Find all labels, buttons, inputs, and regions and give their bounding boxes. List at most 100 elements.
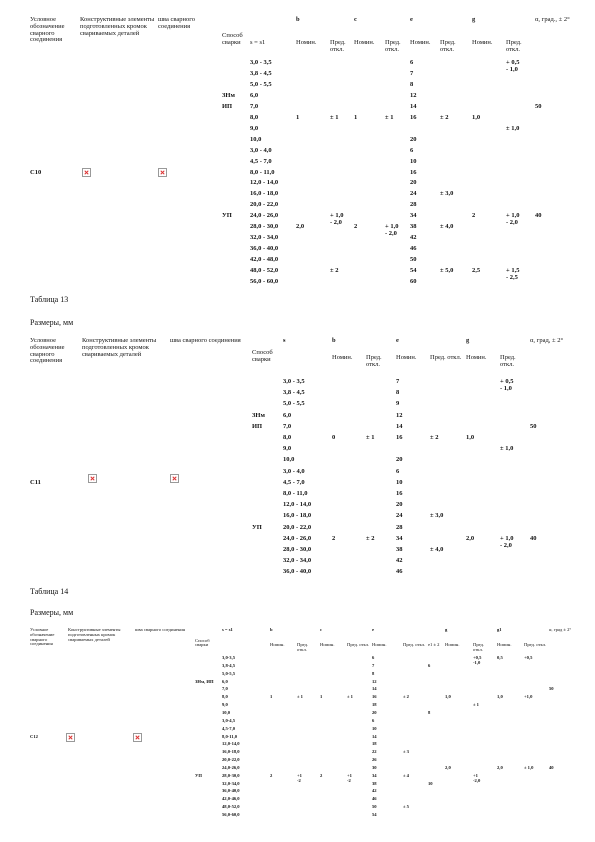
table-cell: 9,0 xyxy=(250,124,259,132)
table-cell: 38 xyxy=(410,223,417,231)
table-cell: С12 xyxy=(30,733,38,739)
table-cell: 7,0 xyxy=(283,422,292,430)
subheader-cell: Пред. откл. xyxy=(506,39,522,53)
table-cell: 12,0 - 14,0 xyxy=(283,501,312,509)
subheader-cell: Номин. xyxy=(497,642,512,647)
table-cell: 24,0 - 26,0 xyxy=(283,534,312,542)
table-cell: 16 xyxy=(410,113,417,121)
table-cell: 6,0 xyxy=(283,411,292,419)
subheader-cell: Номин. xyxy=(396,354,417,361)
table-cell: 7 xyxy=(396,378,400,385)
table-cell: 8,0 - 11,0 xyxy=(250,168,275,176)
header-cell: e xyxy=(410,16,413,23)
table-cell: 2 xyxy=(354,223,358,231)
table-cell: 24,0 - 26,0 xyxy=(250,212,279,220)
subheader-cell: Пред. откл. xyxy=(330,39,346,53)
table-cell: 32,0-34,0 xyxy=(222,780,240,786)
table-cell: УП xyxy=(195,772,202,778)
table-cell: 16 xyxy=(372,694,377,700)
subheader-cell: Номин. xyxy=(296,39,317,46)
table-cell: 28 xyxy=(410,201,417,209)
header-cell: α, град., ± 2° xyxy=(535,16,570,23)
table-cell: ± 4 xyxy=(403,772,409,778)
header-cell: шва сварного соединения xyxy=(158,16,195,30)
subheader-cell: Номин. xyxy=(354,39,375,46)
table-cell: 54 xyxy=(372,812,377,817)
table-cell: 7 xyxy=(410,69,414,77)
table-cell: 34 xyxy=(410,212,417,220)
table-cell: ± 2 xyxy=(366,534,375,542)
table-cell: 18 xyxy=(372,741,377,747)
table-cell: 32,0 - 34,0 xyxy=(250,234,279,242)
table-cell: 1 xyxy=(320,694,323,700)
table-cell: 20,0 - 22,0 xyxy=(250,201,279,209)
table-cell: 6,0 xyxy=(250,91,259,99)
header-cell: g xyxy=(466,337,470,344)
header-cell: Условное обозначение сварного соединения xyxy=(30,337,65,365)
table-cell: С10 xyxy=(30,168,42,176)
subheader-cell: Номин. xyxy=(332,354,353,361)
header-cell: b xyxy=(296,16,300,23)
subheader-cell: Номин. xyxy=(472,39,493,46)
image-icon xyxy=(158,168,167,177)
table-cell: 3,0 - 3,5 xyxy=(283,378,305,385)
header-cell: Условное обозначение сварного соединения xyxy=(30,16,65,44)
table-cell: 9,0 xyxy=(222,702,228,708)
table-cell: 24 xyxy=(396,512,403,520)
header-cell: g xyxy=(445,627,448,632)
table-cell: 6 xyxy=(396,467,400,475)
table-cell: 42 xyxy=(372,788,377,794)
table-cell: 60 xyxy=(410,278,417,285)
table-cell: +1,0 xyxy=(524,694,533,700)
table-cell: 2,0 xyxy=(466,534,475,542)
table-cell: 9,0 xyxy=(283,445,292,453)
table-cell: 1 xyxy=(270,694,273,700)
table-cell: 50 xyxy=(530,422,537,430)
table-cell: 3,0-3,5 xyxy=(222,655,236,660)
table-cell: 12,0-14,0 xyxy=(222,741,240,747)
table-cell: 2 xyxy=(270,772,273,778)
table-cell: 8,0 xyxy=(222,694,228,700)
table-cell: 1 xyxy=(354,113,358,121)
header-cell: α, град, ± 2° xyxy=(530,337,564,344)
table-cell: 40 xyxy=(535,212,542,220)
header-cell: s = s1 xyxy=(222,627,233,632)
table-cell: 8,0 xyxy=(250,113,259,121)
table-cell: 5,0 - 5,5 xyxy=(283,400,305,408)
table-cell: 16,0 - 18,0 xyxy=(283,512,312,520)
table-cell: 3,8 - 4,5 xyxy=(250,69,272,77)
table-cell: ИП xyxy=(252,422,263,430)
table-cell: ± 1,0 xyxy=(524,764,534,770)
table-cell: 16,0 - 18,0 xyxy=(250,190,279,198)
table-cell: 36,0 - 40,0 xyxy=(283,568,312,576)
subheader-cell: Пред. откл. xyxy=(403,642,426,647)
table-cell: 3,0 - 4,0 xyxy=(250,146,272,154)
table-cell: 2,5 xyxy=(472,267,481,275)
table-cell: 12 xyxy=(372,678,377,684)
header-cell: Условное обозначение сварного соединения xyxy=(30,627,55,647)
table-cell: + 1,0 - 2,0 xyxy=(506,212,520,227)
subheader-cell: Пред. откл. xyxy=(347,642,370,647)
subheader-cell: Пред. откл. xyxy=(440,39,456,53)
table-cell: 20 xyxy=(410,135,417,143)
table-cell: 34 xyxy=(396,534,403,542)
table-cell: 50 xyxy=(535,102,542,110)
table-cell: 6 xyxy=(410,146,414,154)
image-icon xyxy=(66,733,75,742)
table-cell: 6 xyxy=(372,717,375,723)
table-cell: ± 3 xyxy=(403,749,409,755)
table-cell: 24,0-26,0 xyxy=(222,764,240,770)
table-cell: 5,0 - 5,5 xyxy=(250,80,272,88)
subheader-cell: Пред. откл. xyxy=(366,354,382,368)
header-cell: g1 xyxy=(497,627,502,632)
table-cell: 6 xyxy=(428,662,431,668)
header-cell: Конструктивные элементы подготовленных к… xyxy=(68,627,121,642)
table-cell: 20 xyxy=(410,179,417,187)
table-cell: 32,0 - 34,0 xyxy=(283,557,312,565)
table-cell: 10 xyxy=(410,157,417,165)
table-cell: 24 xyxy=(410,190,417,198)
table-cell: 50 xyxy=(549,686,554,692)
table-cell: 6,0 xyxy=(222,678,228,684)
table-cell: 36,0 - 40,0 xyxy=(250,245,279,253)
table-cell: ± 1,0 xyxy=(506,124,520,132)
